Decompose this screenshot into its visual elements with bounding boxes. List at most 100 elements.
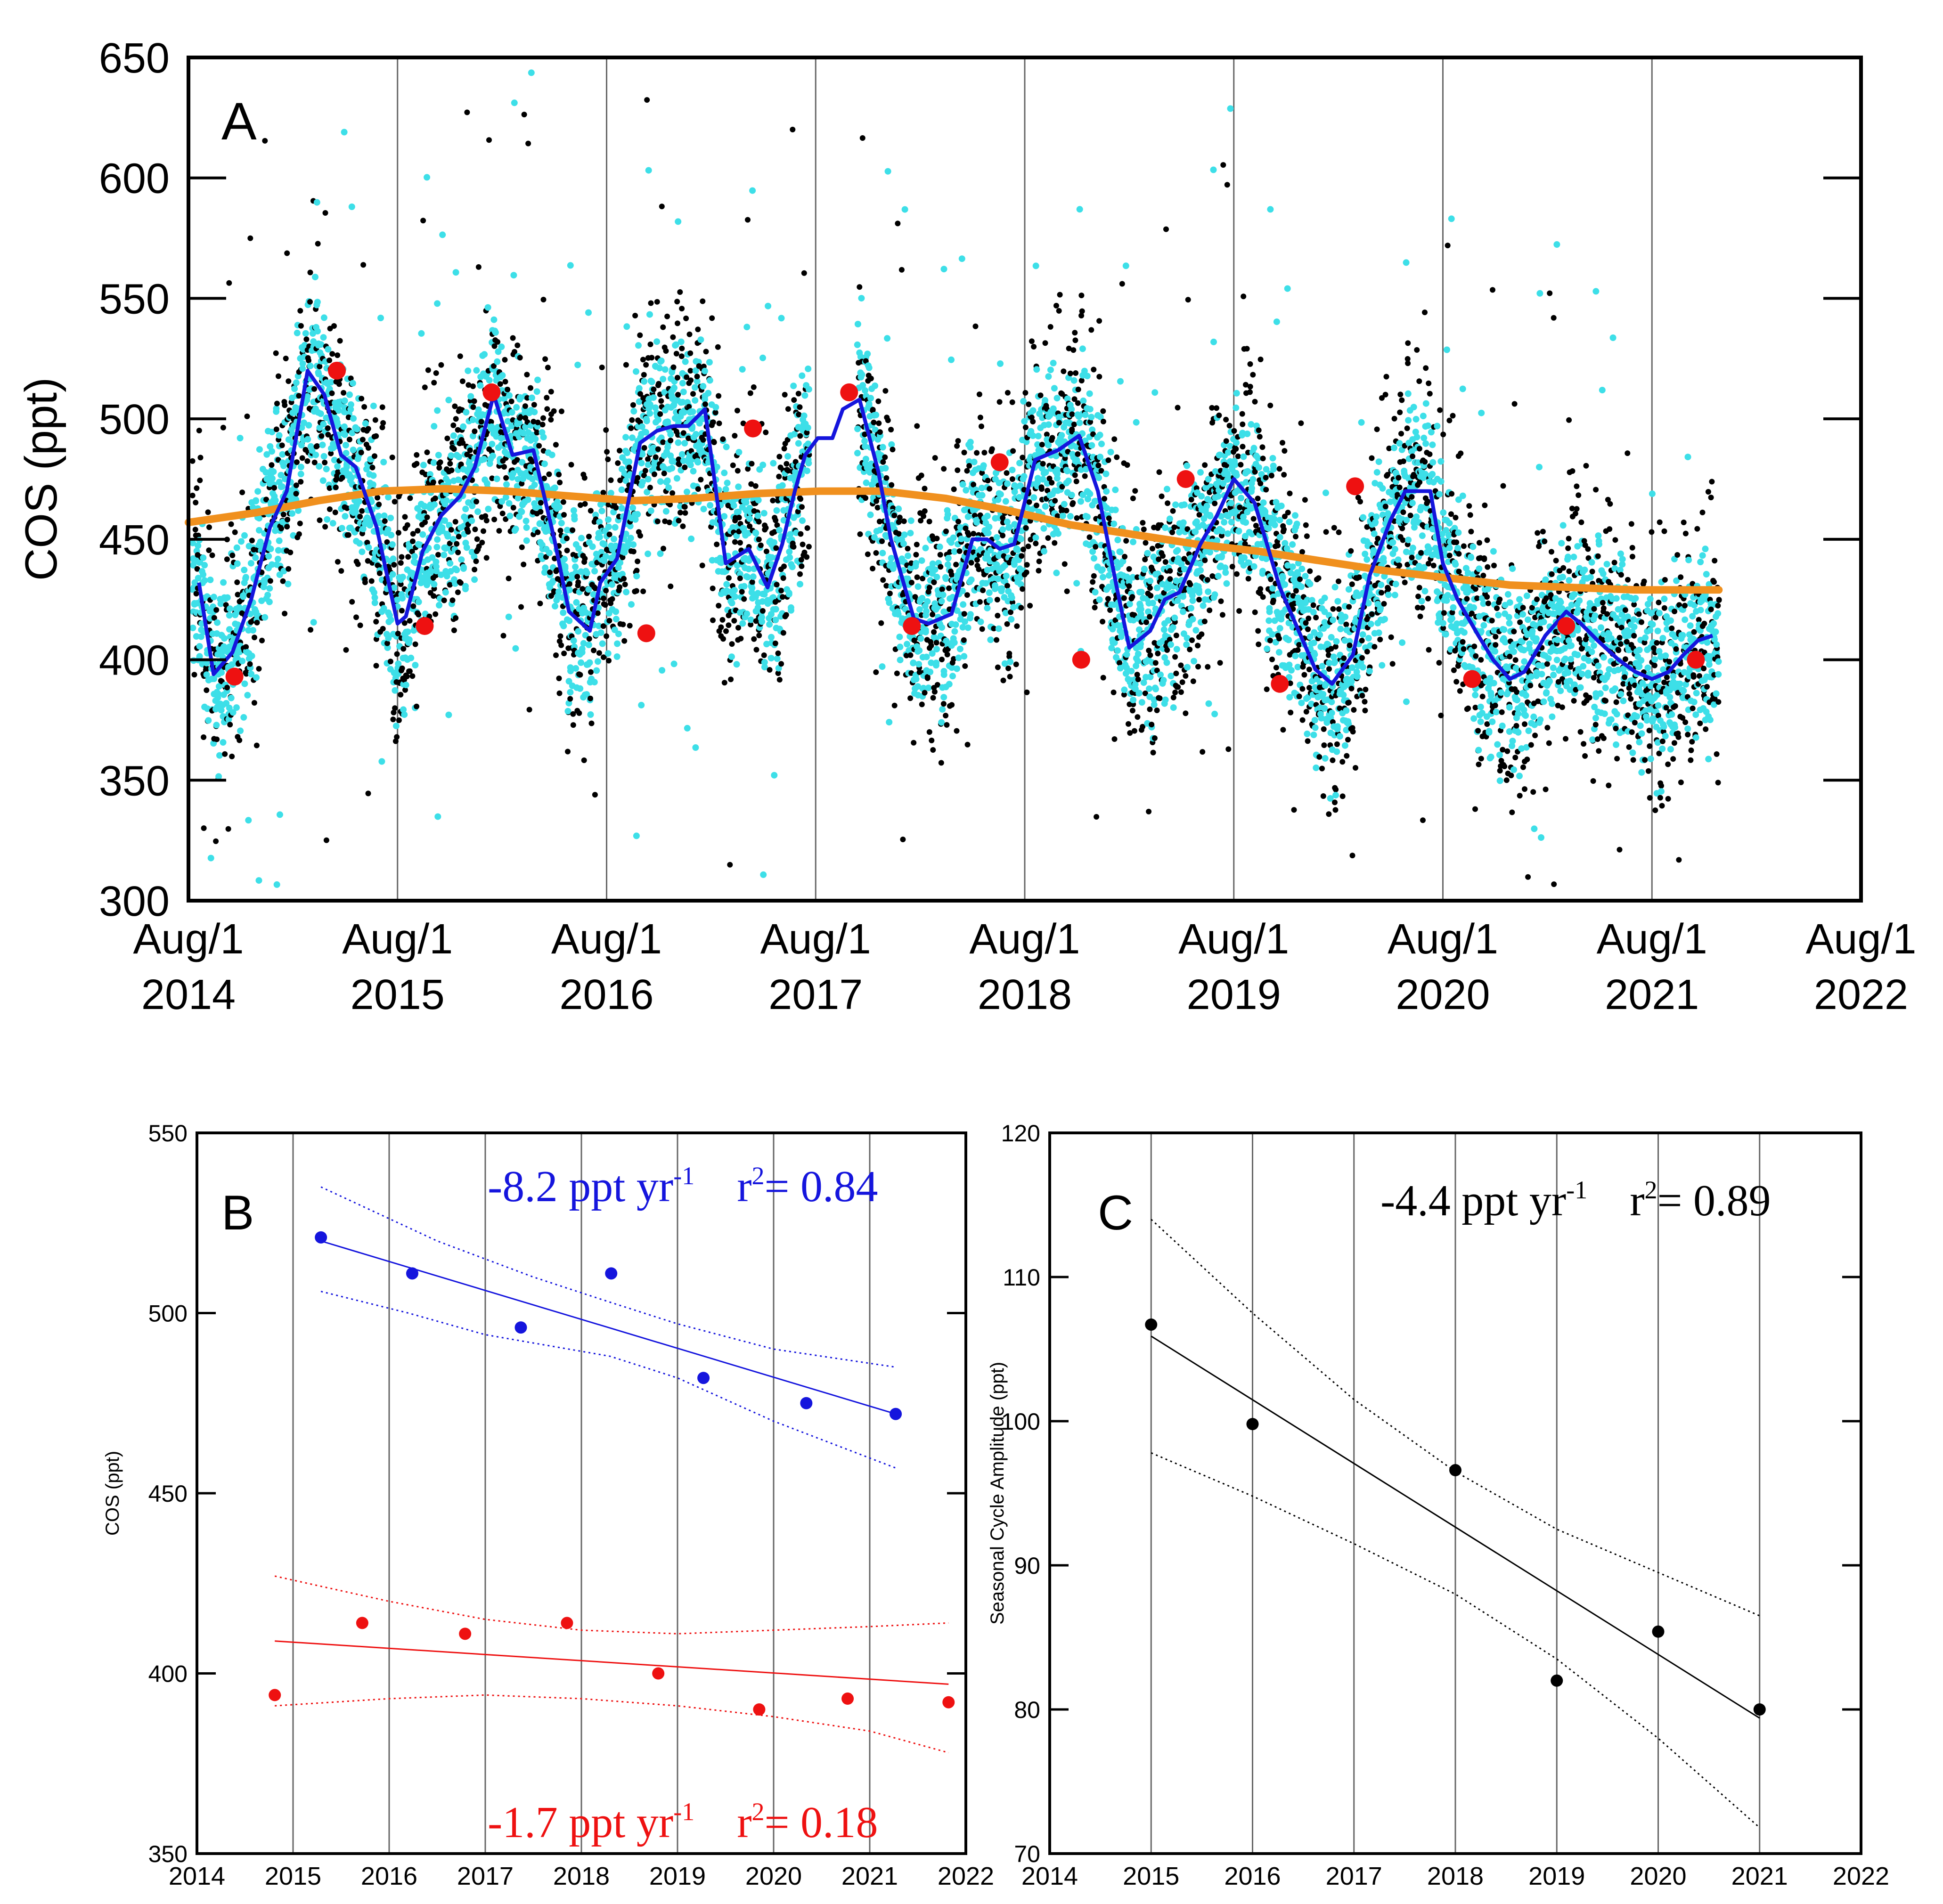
raw-point-cyan: [1171, 614, 1178, 621]
raw-point-black: [525, 140, 531, 146]
raw-point-black: [283, 356, 289, 361]
raw-point-cyan: [335, 407, 342, 414]
raw-point-cyan: [312, 274, 318, 281]
raw-point-black: [294, 459, 300, 465]
raw-point-cyan: [1042, 503, 1049, 510]
raw-point-cyan: [220, 579, 227, 586]
raw-point-black: [414, 452, 420, 458]
raw-point-black: [458, 461, 464, 467]
raw-point-cyan: [390, 555, 397, 562]
raw-point-black: [1122, 553, 1128, 560]
raw-point-black: [491, 363, 497, 369]
raw-point-black: [472, 526, 478, 532]
raw-point-black: [481, 528, 486, 534]
raw-point-cyan: [621, 549, 628, 556]
raw-point-black: [373, 663, 379, 669]
raw-point-black: [753, 647, 759, 653]
raw-point-black: [407, 618, 413, 624]
raw-point-cyan: [1030, 494, 1037, 501]
raw-point-black: [398, 560, 404, 566]
raw-point-cyan: [590, 591, 597, 598]
raw-point-cyan: [431, 423, 438, 430]
raw-point-cyan: [1130, 538, 1136, 545]
raw-point-black: [284, 250, 290, 256]
raw-point-black: [229, 553, 236, 558]
raw-point-black: [1121, 595, 1127, 601]
raw-point-cyan: [371, 589, 377, 596]
raw-point-cyan: [728, 653, 735, 660]
raw-point-cyan: [602, 553, 609, 560]
raw-point-black: [189, 458, 196, 464]
raw-point-black: [1150, 749, 1156, 756]
raw-point-cyan: [610, 509, 617, 516]
raw-point-black: [751, 384, 757, 390]
raw-point-cyan: [402, 682, 409, 689]
raw-point-black: [561, 512, 567, 518]
raw-point-black: [1170, 694, 1176, 700]
raw-point-black: [882, 388, 889, 394]
raw-point-cyan: [1137, 610, 1144, 618]
raw-point-black: [660, 324, 666, 330]
raw-point-black: [735, 407, 740, 414]
raw-point-cyan: [343, 464, 350, 471]
raw-point-black: [627, 623, 633, 629]
raw-point-cyan: [741, 583, 748, 590]
raw-point-cyan: [886, 719, 893, 726]
raw-point-black: [914, 574, 920, 580]
raw-point-black: [962, 663, 968, 669]
raw-point-cyan: [690, 468, 697, 475]
raw-point-cyan: [888, 441, 895, 448]
raw-point-cyan: [1086, 406, 1094, 413]
raw-point-black: [405, 554, 411, 560]
raw-point-black: [1167, 568, 1173, 574]
raw-point-cyan: [897, 643, 904, 651]
raw-point-black: [979, 423, 984, 430]
raw-point-black: [776, 473, 782, 480]
raw-point-cyan: [506, 392, 513, 399]
raw-point-cyan: [759, 598, 766, 605]
raw-point-cyan: [1086, 490, 1094, 497]
raw-point-black: [630, 548, 637, 554]
raw-point-black: [875, 398, 882, 404]
raw-point-cyan: [895, 505, 902, 513]
raw-point-black: [263, 496, 269, 503]
raw-point-black: [1038, 486, 1045, 492]
raw-point-black: [495, 339, 500, 345]
raw-point-black: [1047, 324, 1053, 330]
raw-point-cyan: [925, 684, 932, 692]
raw-point-cyan: [628, 601, 635, 608]
raw-point-cyan: [502, 494, 509, 501]
raw-point-cyan: [622, 434, 629, 441]
raw-point-cyan: [203, 659, 210, 667]
raw-point-black: [883, 583, 890, 589]
raw-point-black: [623, 362, 629, 368]
raw-point-cyan: [567, 667, 574, 675]
raw-point-black: [345, 414, 351, 420]
raw-point-cyan: [317, 410, 324, 417]
raw-point-black: [401, 620, 408, 626]
raw-point-cyan: [245, 817, 252, 824]
raw-point-cyan: [1136, 690, 1143, 697]
raw-point-cyan: [341, 129, 348, 136]
raw-point-cyan: [760, 510, 767, 517]
raw-point-cyan: [462, 583, 469, 590]
raw-point-cyan: [951, 628, 958, 635]
raw-point-cyan: [768, 634, 775, 641]
raw-point-black: [721, 680, 727, 686]
raw-point-cyan: [269, 429, 276, 436]
raw-point-cyan: [389, 571, 396, 578]
raw-point-black: [524, 372, 530, 378]
raw-point-cyan: [797, 581, 803, 588]
raw-point-black: [994, 637, 1000, 643]
raw-point-cyan: [784, 453, 792, 460]
raw-point-black: [763, 525, 769, 531]
raw-point-cyan: [433, 558, 440, 565]
raw-point-black: [885, 417, 891, 423]
raw-point-black: [322, 210, 328, 216]
raw-point-cyan: [1008, 616, 1015, 623]
raw-point-black: [349, 599, 355, 605]
raw-point-black: [335, 352, 341, 358]
raw-point-black: [634, 568, 640, 574]
raw-point-cyan: [612, 616, 620, 623]
